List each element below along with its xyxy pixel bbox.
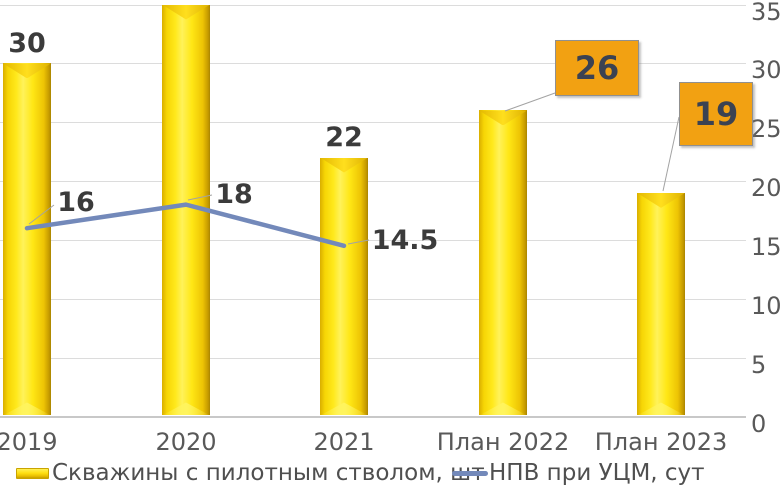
line-value-label-2021: 14.5 [371,225,439,256]
legend-label-npv: НПВ при УЦМ, сут [489,460,705,486]
line-value-label-2020: 18 [215,179,253,210]
gridline-15 [0,239,746,241]
gridline-20 [0,181,746,183]
category-label-2021: 2021 [313,428,375,456]
bar-2020 [162,4,210,416]
legend-item-npv: НПВ при УЦМ, сут [452,460,705,486]
x-axis-line [0,416,746,418]
category-label-2019: 2019 [0,428,58,456]
line-value-label-2019: 16 [57,187,95,218]
legend-item-wells: Скважины с пилотным стволом, шт [16,460,485,486]
callout-box-plan-2023: 19 [679,82,753,146]
right-axis-tick-0: 0 [751,409,767,438]
callout-box-plan-2022: 26 [555,40,639,96]
right-axis-tick-5: 5 [751,350,767,379]
label-leader-line-3 [504,92,556,112]
right-axis-tick-30: 30 [751,56,781,85]
right-axis-tick-20: 20 [751,174,781,203]
gridline-5 [0,357,746,359]
bar-2021 [320,157,368,416]
bar-value-label-2019: 30 [8,28,46,59]
gridline-30 [0,63,746,65]
bar-value-label-2021: 22 [325,122,363,153]
right-axis-tick-10: 10 [751,291,781,320]
right-axis-tick-35: 35 [751,0,781,26]
right-axis-tick-25: 25 [751,115,781,144]
category-label-2020: 2020 [155,428,217,456]
label-leader-line-4 [662,116,680,192]
legend-label-wells: Скважины с пилотным стволом, шт [52,460,485,486]
gridline-35 [0,4,746,6]
gridline-10 [0,298,746,300]
right-axis-tick-15: 15 [751,232,781,261]
category-label-plan-2022: План 2022 [436,428,570,456]
gridline-25 [0,122,746,124]
bar-plan-2023 [637,192,685,416]
bar-series-swatch-icon [16,467,49,479]
category-label-plan-2023: План 2023 [594,428,728,456]
bar-2019 [3,63,51,416]
bar-plan-2022 [479,110,527,416]
line-series-swatch-icon [452,470,488,476]
